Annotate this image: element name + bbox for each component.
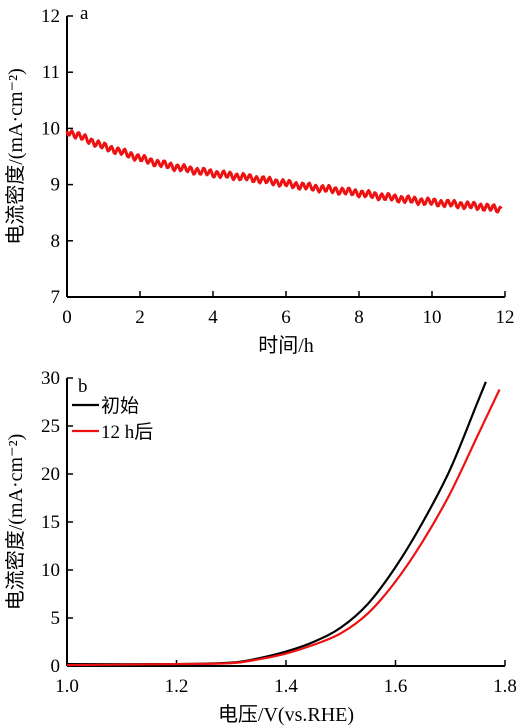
x-tick-label: 4 (208, 307, 218, 328)
x-tick-label: 1.4 (274, 676, 298, 697)
y-tick-label: 0 (51, 656, 61, 677)
y-tick-label: 10 (41, 118, 60, 139)
x-tick-label: 0 (62, 307, 72, 328)
x-axis-title: 电压/V(vs.RHE) (218, 703, 354, 726)
series-line-after-12h (66, 389, 501, 667)
legend-label: 初始 (101, 395, 139, 417)
y-tick-label: 5 (51, 608, 61, 629)
x-tick-label: 1.0 (55, 676, 79, 697)
y-tick-label: 7 (51, 287, 61, 308)
chart-b: 1.0 1.2 1.4 1.6 1.8 0 5 10 15 20 25 30 电压/V(vs.RHE) 电… (4, 368, 517, 726)
y-axis-title: 电流密度/(mA·cm⁻²) (4, 68, 27, 245)
series-line (65, 129, 503, 214)
y-tick-label: 25 (41, 416, 60, 437)
x-tick-label: 2 (135, 307, 145, 328)
x-tick-label: 8 (354, 307, 364, 328)
panel-label: b (78, 376, 88, 397)
x-tick-label: 1.2 (165, 676, 189, 697)
x-tick-label: 1.6 (384, 676, 408, 697)
x-tick-label: 1.8 (493, 676, 517, 697)
y-tick-label: 9 (51, 175, 61, 196)
y-axis-title: 电流密度/(mA·cm⁻²) (4, 434, 27, 611)
y-tick-label: 12 (41, 6, 60, 27)
y-tick-label: 8 (51, 231, 61, 252)
panel-label: a (80, 3, 89, 24)
y-tick-label: 11 (42, 62, 60, 83)
x-axis-title: 时间/h (258, 334, 314, 357)
x-tick-label: 6 (281, 307, 291, 328)
y-tick-label: 20 (41, 464, 60, 485)
x-tick-label: 12 (496, 307, 515, 328)
x-tick-label: 10 (423, 307, 442, 328)
y-tick-label: 15 (41, 512, 60, 533)
chart-a: 0 2 4 6 8 10 12 7 8 9 10 11 12 时间/h 电流密度/(mA·cm⁻²) a (4, 3, 515, 357)
y-tick-label: 30 (41, 368, 60, 389)
legend-label: 12 h后 (101, 421, 153, 443)
y-tick-label: 10 (41, 560, 60, 581)
